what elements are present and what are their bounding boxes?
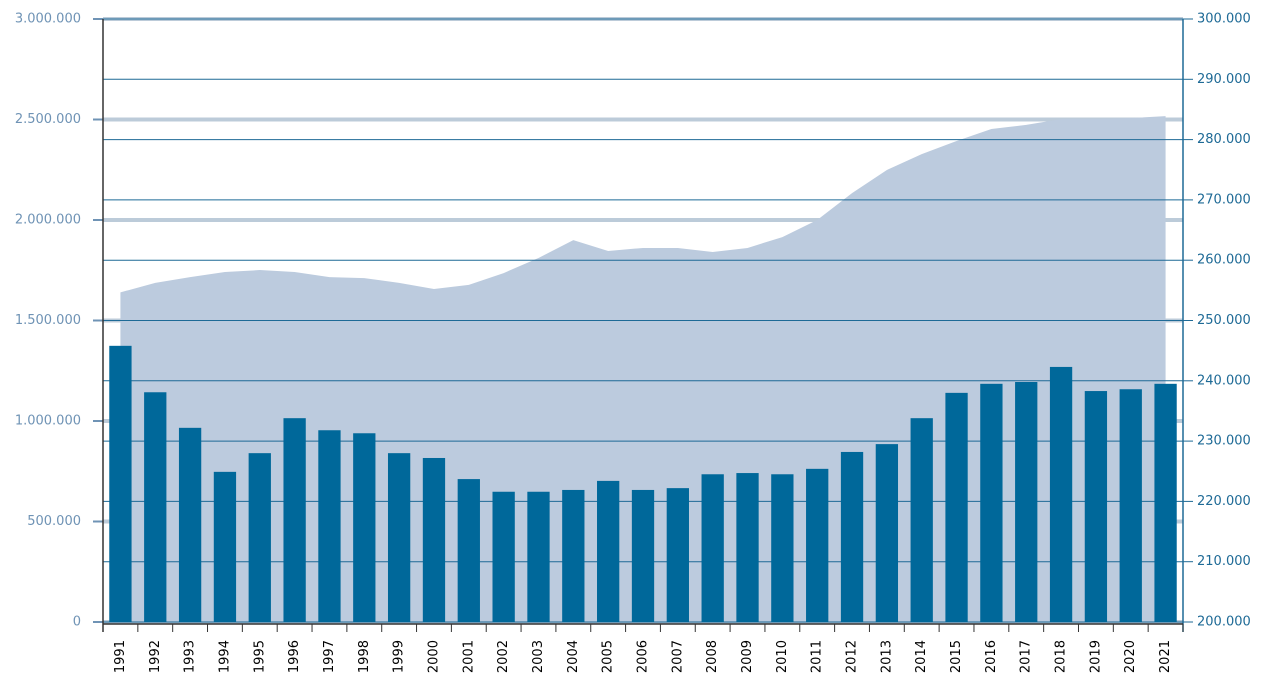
bar [597,480,620,622]
y-tick-label: 1.000.000 [15,414,81,429]
bar [562,489,585,622]
x-tick-label: 1997 [322,640,337,673]
x-tick-label: 2002 [496,640,511,673]
x-tick-label: 2017 [1019,640,1034,673]
y-tick-label: 0 [73,615,81,630]
x-tick-label: 2010 [775,640,790,673]
bar [666,488,689,622]
x-tick-label: 2019 [1088,640,1103,673]
x-tick-label: 1991 [113,640,128,673]
bar [178,427,202,622]
bar [527,491,550,622]
bar [701,474,724,622]
x-tick-label: 1994 [217,640,232,673]
y2-tick-label: 280.000 [1197,132,1251,147]
bar [353,433,376,622]
bar [875,444,899,622]
x-tick-label: 2001 [461,640,476,673]
y2-tick-label: 250.000 [1197,313,1251,328]
x-tick-label: 2018 [1054,640,1069,673]
bar [1015,382,1038,622]
x-tick-label: 2009 [740,640,755,673]
bar [840,451,864,622]
y2-tick-label: 220.000 [1197,494,1251,509]
bar [144,392,167,622]
x-tick-label: 2005 [601,640,616,673]
x-tick-label: 2020 [1123,640,1138,673]
y2-tick-label: 240.000 [1197,373,1251,388]
bar [213,471,237,622]
x-tick-label: 2016 [984,640,999,673]
y-tick-label: 3.000.000 [15,12,81,27]
y-tick-label: 2.500.000 [15,112,81,127]
y-tick-label: 1.500.000 [15,313,81,328]
bar [736,473,759,622]
x-tick-label: 2013 [879,640,894,673]
x-tick-label: 2004 [566,640,581,673]
bar [806,468,829,622]
x-tick-label: 2003 [531,640,546,673]
y2-tick-label: 200.000 [1197,615,1251,630]
bar [492,491,515,622]
bar [283,418,306,622]
y2-tick-label: 230.000 [1197,434,1251,449]
x-tick-label: 2000 [426,640,441,673]
bar [771,474,794,622]
bar [910,418,933,622]
x-tick-label: 2007 [670,640,685,673]
bar [248,453,271,622]
y-tick-label: 2.000.000 [15,213,81,228]
x-tick-label: 2015 [949,640,964,673]
y-tick-label: 500.000 [27,514,81,529]
y2-tick-label: 260.000 [1197,253,1251,268]
bar [1119,389,1142,622]
bar [1049,366,1073,622]
x-tick-label: 2021 [1158,640,1173,673]
bar [945,392,968,622]
x-tick-label: 2006 [636,640,651,673]
y2-tick-label: 290.000 [1197,72,1251,87]
x-tick-label: 2014 [914,640,929,673]
y2-tick-label: 300.000 [1197,12,1251,27]
bar [631,489,655,622]
x-tick-label: 1993 [183,640,198,673]
bar [1154,383,1177,622]
x-tick-label: 1996 [287,640,302,673]
bar [387,453,411,622]
bar [109,345,132,622]
bar [422,457,446,622]
x-tick-label: 2011 [810,640,825,673]
y2-tick-label: 210.000 [1197,554,1251,569]
x-tick-label: 1999 [392,640,407,673]
x-tick-label: 1998 [357,640,372,673]
y2-tick-label: 270.000 [1197,192,1251,207]
x-tick-label: 1992 [148,640,163,673]
x-tick-label: 2012 [845,640,860,673]
bar [980,383,1003,622]
area [120,116,1166,622]
bar [1084,391,1108,622]
x-tick-label: 2008 [705,640,720,673]
x-tick-label: 1995 [252,640,267,673]
bar [318,430,341,622]
bar [457,479,480,622]
